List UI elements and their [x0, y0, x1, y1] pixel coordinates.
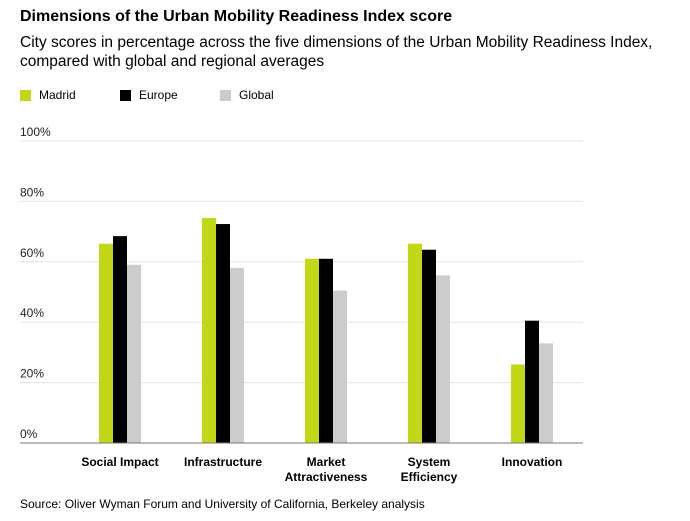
y-tick-label: 100%: [20, 125, 51, 139]
legend-item-europe: Europe: [120, 88, 178, 102]
chart-title: Dimensions of the Urban Mobility Readine…: [20, 8, 453, 25]
x-category-label: System Efficiency: [401, 455, 458, 484]
legend-swatch-europe: [120, 89, 131, 101]
y-tick-label: 0%: [20, 427, 38, 441]
source-note: Source: Oliver Wyman Forum and Universit…: [20, 497, 425, 511]
x-category-label: Social Impact: [81, 455, 158, 469]
bar-madrid: [511, 364, 525, 443]
bar-europe: [422, 249, 436, 443]
legend-swatch-global: [220, 89, 231, 101]
bar-global: [539, 343, 553, 443]
legend-swatch-madrid: [20, 89, 31, 101]
x-category-label: Market Attractiveness: [285, 455, 368, 484]
y-tick-label: 60%: [20, 246, 44, 260]
y-tick-label: 20%: [20, 367, 44, 381]
bar-europe: [525, 320, 539, 443]
legend-label-europe: Europe: [139, 88, 178, 102]
legend: Madrid Europe Global: [20, 88, 420, 104]
y-tick-label: 80%: [20, 185, 44, 199]
bar-global: [230, 267, 244, 443]
bar-madrid: [305, 258, 319, 443]
x-category-label: Innovation: [502, 455, 563, 469]
chart-subtitle: City scores in percentage across the fiv…: [20, 34, 653, 70]
x-category-label: Infrastructure: [184, 455, 262, 469]
bar-madrid: [408, 243, 422, 443]
bar-madrid: [99, 243, 113, 443]
legend-item-madrid: Madrid: [20, 88, 76, 102]
legend-label-madrid: Madrid: [39, 88, 76, 102]
bar-madrid: [202, 218, 216, 443]
y-tick-label: 40%: [20, 306, 44, 320]
bar-europe: [216, 224, 230, 443]
legend-item-global: Global: [220, 88, 274, 102]
bar-global: [333, 290, 347, 443]
bar-europe: [113, 236, 127, 443]
legend-label-global: Global: [239, 88, 274, 102]
bar-global: [127, 264, 141, 443]
bar-europe: [319, 258, 333, 443]
bar-global: [436, 275, 450, 443]
